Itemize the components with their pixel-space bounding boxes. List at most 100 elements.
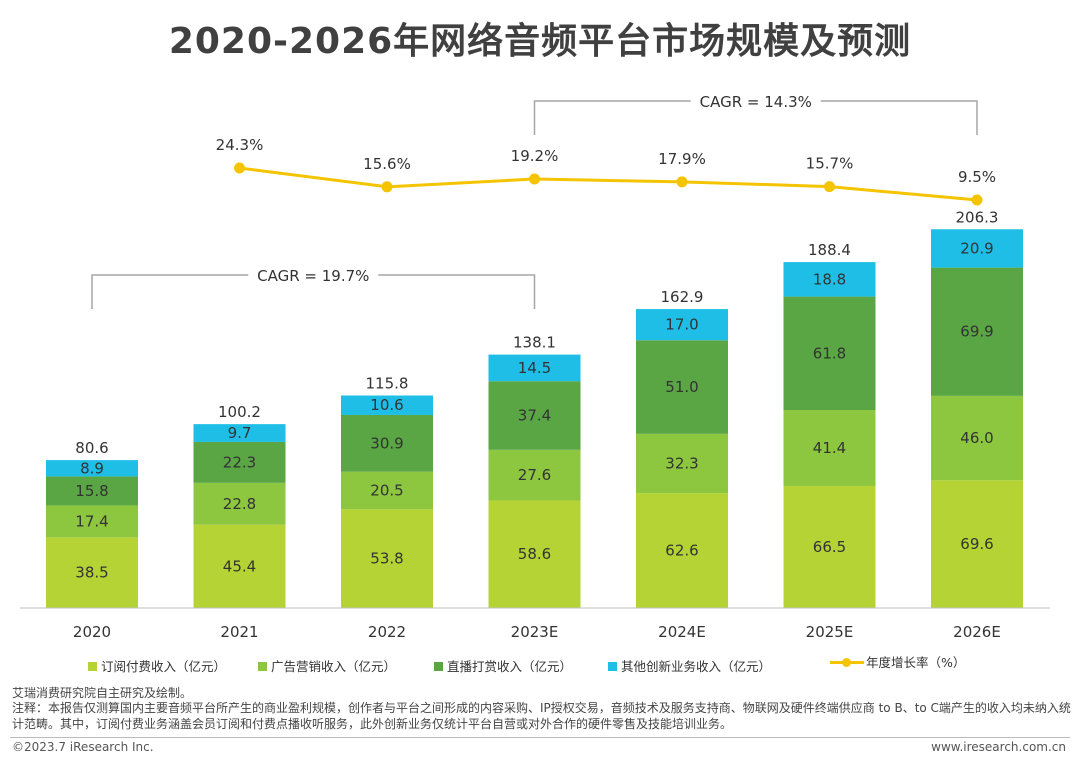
website-text: www.iresearch.com.cn: [931, 740, 1066, 754]
growth-label-3: 17.9%: [658, 150, 706, 168]
bar-segment-6-2: [931, 267, 1023, 396]
bars: 38.5 17.4 15.8 8.9 80.6 45.4 22.8 22.3 9.7 100.2 5…: [46, 208, 1023, 608]
cagr-annotations: CAGR = 19.7% CAGR = 14.3%: [91, 91, 978, 309]
note-text: 注释：本报告仅测算国内主要音频平台所产生的商业盈利规模，创作者与平台之间形成的内…: [12, 701, 1071, 731]
growth-point-4: [824, 181, 835, 193]
bar-segment-5-0: [783, 485, 876, 608]
bar-value-label-3-3: 14.5: [518, 359, 551, 377]
bar-segment-0-1: [46, 505, 138, 538]
bar-value-label-5-1: 41.4: [813, 439, 846, 457]
cagr-label-1: CAGR = 14.3%: [700, 93, 812, 111]
legend-line-marker: [830, 657, 864, 667]
x-tick-label-0: 2020: [73, 623, 111, 641]
bar-value-label-1-1: 22.8: [223, 495, 256, 513]
bar-segment-5-2: [783, 296, 876, 411]
legend-item-livestream: 直播打赏收入（亿元）: [434, 656, 572, 675]
bar-value-label-2-3: 10.6: [370, 396, 403, 414]
x-tick-label-6: 2026E: [953, 623, 1001, 641]
bar-total-label-0: 80.6: [75, 439, 108, 457]
source-text: 艾瑞消费研究院自主研究及绘制。: [12, 686, 193, 700]
bar-value-label-4-2: 51.0: [665, 378, 698, 396]
bar-segment-3-3: [488, 354, 581, 382]
bar-value-label-1-2: 22.3: [223, 453, 256, 471]
growth-point-3: [676, 176, 688, 188]
bar-segment-4-3: [636, 309, 728, 341]
stacked-bar-chart: CAGR = 19.7% CAGR = 14.3% 38.5 17.4 15.8 8.9…: [20, 91, 1050, 641]
bar-value-label-5-3: 18.8: [813, 270, 846, 288]
bar-value-label-3-2: 37.4: [518, 407, 551, 425]
legend-item-other: 其他创新业务收入（亿元）: [608, 656, 771, 675]
legend-label-subscription: 订阅付费收入（亿元）: [101, 659, 227, 674]
x-tick-labels: 2020 2021 2022 2023E 2024E 2025E 2026E: [73, 623, 1001, 641]
bar-value-label-0-0: 38.5: [75, 564, 108, 582]
bar-segment-1-2: [193, 441, 286, 483]
bar-value-label-0-3: 8.9: [80, 459, 104, 477]
x-tick-label-4: 2024E: [658, 623, 706, 641]
growth-label-2: 19.2%: [511, 147, 559, 165]
bar-segment-2-0: [341, 509, 433, 608]
bar-total-label-5: 188.4: [808, 241, 851, 259]
legend-item-advertising: 广告营销收入（亿元）: [258, 656, 396, 675]
bar-segment-4-2: [636, 340, 728, 434]
growth-label-4: 15.7%: [806, 155, 854, 173]
bar-total-label-2: 115.8: [366, 375, 409, 393]
bar-value-label-4-1: 32.3: [665, 454, 698, 472]
bar-segment-0-0: [46, 537, 138, 608]
legend-swatch-other: [608, 662, 617, 671]
growth-point-2: [529, 173, 540, 185]
bar-segment-3-2: [488, 381, 581, 450]
cagr-label-bg-0: [248, 265, 379, 285]
growth-point-5: [971, 194, 983, 206]
growth-rate-line: 24.3% 15.6% 19.2% 17.9% 15.7% 9.5%: [216, 136, 996, 206]
bar-segment-6-1: [931, 395, 1023, 481]
bar-value-label-0-1: 17.4: [75, 512, 108, 530]
bar-value-label-3-0: 58.6: [518, 545, 551, 563]
bar-segment-4-1: [636, 433, 728, 494]
growth-label-0: 24.3%: [216, 136, 264, 154]
bar-segment-5-3: [783, 262, 876, 297]
bar-total-label-3: 138.1: [513, 334, 556, 352]
bar-value-label-6-2: 69.9: [960, 323, 993, 341]
copyright-text: ©2023.7 iResearch Inc.: [12, 740, 154, 754]
bar-segment-2-3: [341, 395, 433, 415]
bar-value-label-2-0: 53.8: [370, 550, 403, 568]
bar-segment-6-3: [931, 229, 1023, 268]
bar-segment-1-3: [193, 424, 286, 442]
cagr-label-0: CAGR = 19.7%: [257, 267, 369, 285]
bar-value-label-3-1: 27.6: [518, 466, 551, 484]
bar-segment-0-3: [46, 460, 138, 477]
growth-label-1: 15.6%: [363, 155, 411, 173]
x-tick-label-5: 2025E: [806, 623, 854, 641]
cagr-label-bg-1: [690, 91, 821, 111]
chart-legend: 订阅付费收入（亿元） 广告营销收入（亿元） 直播打赏收入（亿元） 其他创新业务收…: [88, 652, 988, 676]
legend-label-growth: 年度增长率（%）: [866, 655, 966, 670]
bar-value-label-1-0: 45.4: [223, 557, 256, 575]
legend-swatch-livestream: [434, 662, 443, 671]
bar-value-label-6-0: 69.6: [960, 535, 993, 553]
legend-label-other: 其他创新业务收入（亿元）: [621, 659, 772, 674]
bar-value-label-6-1: 46.0: [960, 429, 993, 447]
bar-segment-2-1: [341, 471, 433, 510]
bar-segment-4-0: [636, 493, 728, 608]
legend-item-growth: 年度增长率（%）: [830, 652, 965, 671]
growth-point-1: [381, 181, 393, 193]
footer-divider: [10, 737, 1070, 738]
bar-value-label-5-2: 61.8: [813, 344, 846, 362]
bar-value-label-2-2: 30.9: [370, 434, 403, 452]
bar-value-label-4-0: 62.6: [665, 542, 698, 560]
bar-value-label-2-1: 20.5: [370, 481, 403, 499]
bar-segment-3-0: [488, 500, 581, 608]
bar-segment-1-0: [193, 524, 286, 608]
growth-label-5: 9.5%: [958, 168, 996, 186]
bar-segment-2-2: [341, 414, 433, 472]
bar-total-label-1: 100.2: [218, 403, 261, 421]
legend-item-subscription: 订阅付费收入（亿元）: [88, 656, 226, 675]
legend-label-advertising: 广告营销收入（亿元）: [271, 659, 397, 674]
bar-value-label-5-0: 66.5: [813, 538, 846, 556]
bar-segment-0-2: [46, 476, 138, 506]
bar-value-label-0-2: 15.8: [75, 482, 108, 500]
page-title: 2020-2026年网络音频平台市场规模及预测: [168, 21, 912, 62]
growth-point-0: [234, 162, 245, 174]
bar-value-label-1-3: 9.7: [228, 424, 252, 442]
bar-segment-1-1: [193, 482, 286, 525]
